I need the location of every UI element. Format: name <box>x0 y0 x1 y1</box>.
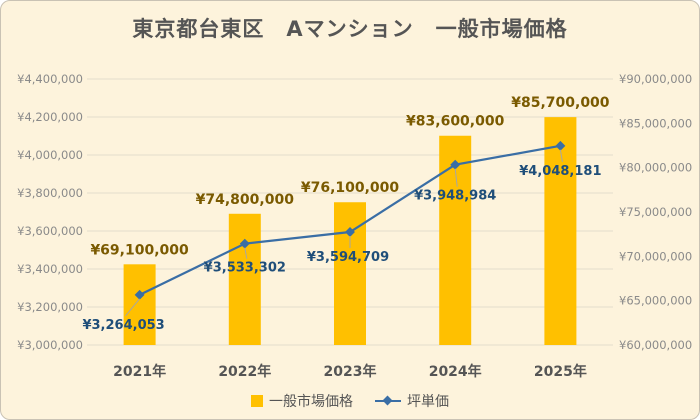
y-left-tick-label: ¥3,400,000 <box>17 262 83 276</box>
bar <box>228 213 261 345</box>
legend-label-line: 坪単価 <box>407 394 449 410</box>
x-category-label: 2021年 <box>113 363 166 380</box>
bar-value-label: ¥85,700,000 <box>511 95 610 111</box>
legend-item-line: 坪単価 <box>375 391 449 411</box>
line-value-label: ¥3,594,709 <box>307 250 389 265</box>
y-left-tick-label: ¥3,000,000 <box>17 338 83 352</box>
line-value-label: ¥3,948,984 <box>414 189 496 204</box>
legend-label-bar: 一般市場価格 <box>269 394 353 410</box>
line-value-label: ¥3,533,302 <box>204 261 286 276</box>
bar <box>544 117 577 345</box>
y-right-tick-label: ¥80,000,000 <box>619 161 692 175</box>
x-category-label: 2025年 <box>534 363 587 380</box>
label-leader-line <box>244 247 248 259</box>
bar-value-label: ¥69,100,000 <box>90 242 189 258</box>
x-category-label: 2022年 <box>218 363 271 380</box>
y-left-tick-label: ¥4,200,000 <box>17 110 83 124</box>
legend-item-bar: 一般市場価格 <box>251 391 353 411</box>
y-left-tick-label: ¥4,000,000 <box>17 148 83 162</box>
bar-value-label: ¥74,800,000 <box>196 192 295 208</box>
bar-value-label: ¥76,100,000 <box>301 180 400 196</box>
label-leader-line <box>125 298 140 317</box>
y-right-tick-label: ¥65,000,000 <box>619 294 692 308</box>
y-right-tick-label: ¥90,000,000 <box>619 72 692 86</box>
legend-swatch-bar <box>251 395 263 407</box>
legend: 一般市場価格 坪単価 <box>1 391 699 411</box>
x-category-label: 2024年 <box>429 363 482 380</box>
y-right-tick-label: ¥75,000,000 <box>619 205 692 219</box>
line-point <box>345 227 355 237</box>
line-point <box>239 238 250 249</box>
x-category-label: 2023年 <box>324 363 377 380</box>
y-right-tick-label: ¥60,000,000 <box>619 338 692 352</box>
line-value-label: ¥4,048,181 <box>519 164 601 179</box>
y-right-tick-label: ¥85,000,000 <box>619 116 692 130</box>
y-right-tick-label: ¥70,000,000 <box>619 249 692 263</box>
y-left-tick-label: ¥3,800,000 <box>17 186 83 200</box>
line-point <box>555 140 566 151</box>
line-point <box>450 159 461 170</box>
bar-value-label: ¥83,600,000 <box>406 114 505 130</box>
chart-title: 東京都台東区 Aマンション 一般市場価格 <box>132 17 568 41</box>
label-leader-line <box>559 149 563 162</box>
label-leader-line <box>454 168 458 187</box>
y-left-tick-label: ¥3,200,000 <box>17 300 83 314</box>
y-left-tick-label: ¥4,400,000 <box>17 72 83 86</box>
y-left-tick-label: ¥3,600,000 <box>17 224 83 238</box>
legend-swatch-line <box>375 395 401 407</box>
line-point <box>134 289 145 300</box>
line-value-label: ¥3,264,053 <box>82 318 164 333</box>
bar <box>123 264 156 345</box>
